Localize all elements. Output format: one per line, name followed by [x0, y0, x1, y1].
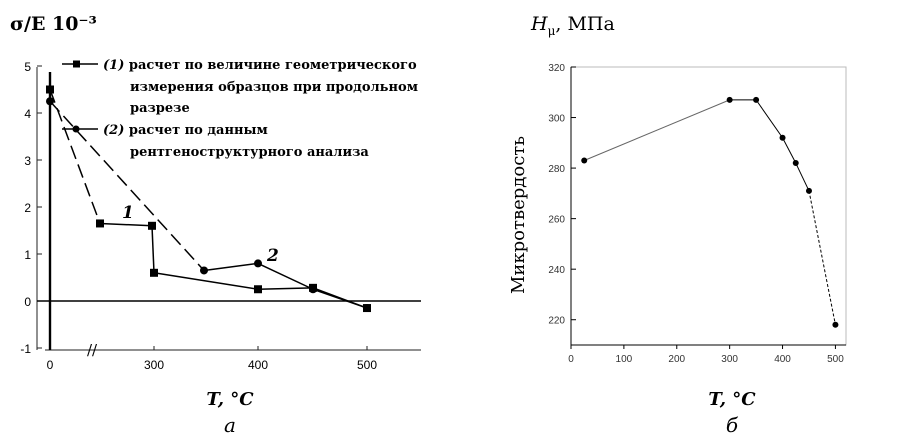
chart-a-ytick-label: 5 — [24, 60, 31, 74]
chart-a-panel-label: а — [224, 413, 236, 437]
chart-a-xtick-label: 0 — [47, 358, 54, 372]
chart-b: Hμ, МПа Микротвердость 220 240 260 280 300 32… — [508, 13, 847, 437]
chart-b-ytick-label: 260 — [548, 215, 565, 226]
series-b-segment — [808, 190, 836, 325]
chart-a-axes: // — [36, 67, 421, 359]
chart-a-ytick-label: 3 — [24, 154, 31, 168]
series-b-point — [805, 187, 812, 194]
chart-b-xtick-label: 0 — [568, 354, 574, 365]
chart-b-ytick-label: 280 — [548, 164, 565, 175]
series-2-point — [46, 97, 54, 106]
chart-b-xtick-label: 100 — [616, 354, 633, 365]
chart-b-ylabel: Микротвердость — [508, 136, 529, 294]
series-2-point — [363, 304, 371, 313]
chart-a-axis-break: // — [87, 341, 98, 359]
series-1-segment — [153, 272, 259, 290]
series-b-point — [726, 96, 733, 103]
series-b-point — [792, 160, 799, 167]
series-b-point — [832, 321, 839, 328]
chart-b-ytick-label: 320 — [548, 63, 565, 74]
series-1-point — [46, 85, 54, 94]
legend-label-1-line: измерения образцов при продольном — [130, 80, 418, 95]
series-2-point — [254, 259, 262, 268]
chart-b-ytick-label: 240 — [548, 265, 565, 276]
series-1-segment — [151, 225, 155, 273]
series-2-segment — [49, 100, 205, 271]
series-b-point — [753, 96, 760, 103]
chart-b-xtick-label: 400 — [774, 354, 791, 365]
series-1-segment — [99, 222, 153, 227]
series-2-segment — [257, 262, 314, 290]
chart-b-title: Hμ, МПа — [530, 13, 615, 38]
chart-b-panel-label: б — [726, 413, 739, 437]
chart-a-ytick-label: 4 — [24, 107, 31, 121]
series-2-point — [309, 285, 317, 294]
series-1-segment — [49, 89, 101, 224]
chart-a-xtick-label: 300 — [144, 358, 164, 372]
chart-a-series: 12 — [46, 85, 371, 313]
series-b-segment — [782, 137, 797, 164]
series-b-segment — [795, 162, 810, 192]
chart-a-legend: (1) расчет по величине геометрического из… — [62, 58, 418, 160]
chart-b-ytick-label: 220 — [548, 316, 565, 327]
legend-label-2-line: рентгеноструктурного анализа — [130, 145, 369, 160]
chart-b-xtick-label: 300 — [721, 354, 738, 365]
chart-b-series — [581, 96, 839, 328]
chart-a-xlabel: T, °C — [206, 389, 254, 410]
series-1-point — [96, 219, 104, 228]
chart-b-ytick-label: 300 — [548, 114, 565, 125]
series-2-point — [200, 266, 208, 275]
series-2-segment — [312, 288, 368, 309]
chart-a-ytick-label: 1 — [24, 248, 31, 262]
chart-b-xtick-label: 500 — [827, 354, 844, 365]
chart-a-ytick-label: -1 — [20, 342, 31, 356]
legend-label-1-line: разрезе — [130, 101, 190, 116]
chart-a-ytick-label: 0 — [24, 295, 31, 309]
chart-a-xtick-label: 500 — [357, 358, 377, 372]
series-1-point — [150, 268, 158, 277]
annotation-2: 2 — [266, 246, 279, 266]
series-b-segment — [755, 99, 783, 139]
chart-a-xtick-label: 400 — [248, 358, 268, 372]
chart-b-ticks: 220 240 260 280 300 320 0 100 200 300 400 500 — [548, 63, 844, 365]
series-b-point — [581, 157, 588, 164]
series-b-point — [779, 134, 786, 141]
chart-b-xlabel: T, °C — [708, 389, 756, 410]
series-b-segment — [584, 99, 730, 161]
chart-a-ylabel: σ/E 10⁻³ — [10, 13, 97, 35]
series-1-point — [148, 221, 156, 230]
series-1-point — [254, 285, 262, 294]
chart-a-ytick-label: 2 — [24, 201, 31, 215]
legend-label-2: (2) расчет по данным — [103, 123, 268, 138]
chart-b-xtick-label: 200 — [668, 354, 685, 365]
series-1-segment — [257, 287, 314, 290]
chart-b-axes — [570, 66, 847, 346]
legend-marker-square — [73, 60, 80, 68]
annotation-1: 1 — [122, 203, 134, 223]
legend-label-1: (1) расчет по величине геометрического — [103, 58, 417, 73]
series-2-segment — [203, 262, 259, 272]
